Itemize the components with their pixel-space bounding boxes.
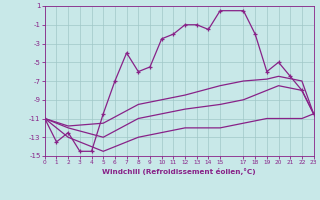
X-axis label: Windchill (Refroidissement éolien,°C): Windchill (Refroidissement éolien,°C)	[102, 168, 256, 175]
